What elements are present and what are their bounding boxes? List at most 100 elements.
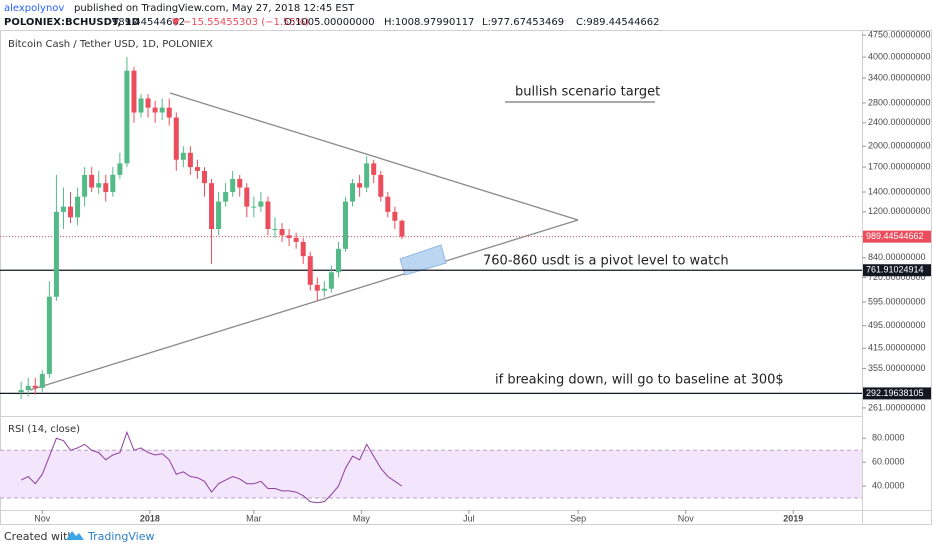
candle-body [343, 201, 349, 249]
candle-body [131, 70, 137, 113]
footer-text: Created with [4, 530, 74, 543]
x-tick-label: Nov [678, 513, 695, 523]
candle-body [392, 211, 398, 221]
candle-body [328, 272, 334, 289]
y-tick-label: 4750.00000000 [868, 29, 931, 39]
candle-body [244, 187, 250, 207]
x-tick-label: May [353, 513, 371, 523]
candle-body [173, 117, 179, 160]
candle-body [279, 229, 285, 236]
candle-body [68, 206, 74, 218]
candle-body [60, 206, 66, 212]
y-tick-label: 595.00000000 [868, 296, 926, 306]
candle-body [335, 248, 341, 273]
candles [18, 57, 405, 399]
candle-body [209, 183, 215, 230]
y-tick-label: 2400.00000000 [868, 117, 931, 127]
rsi-band [0, 450, 862, 499]
candle-body [216, 201, 222, 230]
price-label-box [863, 264, 931, 277]
candle-body [180, 152, 186, 160]
candle-body [145, 98, 151, 108]
y-tick-label: 2000.00000000 [868, 141, 931, 151]
candle-body [265, 201, 271, 230]
candle-body [152, 107, 158, 113]
footer-brand[interactable]: TradingView [87, 530, 154, 543]
x-tick-label: 2018 [140, 513, 160, 523]
published: published on TradingView.com, May 27, 20… [74, 3, 355, 14]
candle-body [307, 256, 313, 285]
high: H:1008.97990117 [384, 17, 474, 28]
candle-body [110, 174, 116, 193]
symbol: POLONIEX:BCHUSDT, 1D [4, 17, 140, 28]
candle-body [223, 192, 229, 202]
annotation: if breaking down, will go to baseline at… [495, 373, 784, 388]
annotation: bullish scenario target [515, 85, 660, 100]
x-tick-label: Mar [246, 513, 262, 523]
price-label-box [863, 230, 931, 243]
candle-body [364, 163, 370, 188]
x-tick-label: Jul [463, 513, 475, 523]
annotation: 760-860 usdt is a pivot level to watch [483, 254, 729, 269]
price-label: 292.19638105 [866, 388, 924, 398]
candle-body [286, 235, 292, 238]
y-tick-label: 1700.00000000 [868, 161, 931, 171]
candle-body [32, 385, 38, 388]
candle-body [194, 167, 200, 171]
price-label: 761.91024914 [866, 265, 924, 275]
candle-body [96, 183, 102, 188]
candle-body [201, 170, 207, 184]
candle-body [350, 183, 356, 202]
trend-line [169, 92, 579, 221]
y-tick-label: 415.00000000 [868, 343, 926, 353]
rsi-line [20, 430, 403, 504]
change: ▼ −15.55455303 (−1.55%) [172, 17, 309, 28]
candle-body [117, 163, 123, 175]
candle-body [159, 107, 165, 113]
x-tick-label: Nov [34, 513, 51, 523]
y-tick-label: 1400.00000000 [868, 186, 931, 196]
y-tick-label: 355.00000000 [868, 363, 926, 373]
candle-body [18, 390, 24, 393]
rsi-tick-label: 80.0000 [872, 433, 905, 443]
y-tick-label: 840.00000000 [868, 252, 926, 262]
x-tick-label: 2019 [783, 513, 803, 523]
y-tick-label: 1200.00000000 [868, 206, 931, 216]
y-tick-label: 720.00000000 [868, 272, 926, 282]
open: O:1005.00000000 [284, 17, 375, 28]
logo [66, 531, 84, 540]
candle-body [258, 201, 264, 207]
candle-body [272, 229, 278, 231]
y-tick-label: 2800.00000000 [868, 97, 931, 107]
author[interactable]: alexpolynov [4, 3, 64, 14]
candle-body [103, 183, 109, 193]
trend-line [29, 219, 579, 391]
candle-body [138, 98, 144, 113]
x-tick-label: Sep [570, 513, 586, 523]
y-tick-label: 495.00000000 [868, 320, 926, 330]
candle-body [25, 385, 31, 391]
candle-body [293, 237, 299, 242]
last-price: 989.44544662 [112, 17, 185, 28]
price-label-box [863, 387, 931, 400]
drawings [29, 92, 655, 391]
candle-body [371, 163, 377, 175]
candle-body [166, 107, 172, 118]
candle-body [187, 152, 193, 168]
rsi-tick-label: 60.0000 [872, 457, 905, 467]
rsi-tick-label: 40.0000 [872, 480, 905, 490]
candle-body [321, 288, 327, 291]
candle-body [39, 373, 45, 388]
rsi-title: RSI (14, close) [8, 424, 80, 435]
candle-body [53, 211, 59, 297]
candle-body [314, 284, 320, 291]
candle-body [75, 196, 81, 218]
chart-title: Bitcoin Cash / Tether USD, 1D, POLONIEX [8, 39, 213, 50]
candle-body [399, 220, 405, 237]
candle-body [385, 196, 391, 212]
low: L:977.67453469 [482, 17, 564, 28]
candle-body [46, 296, 52, 374]
candle-body [230, 178, 236, 193]
